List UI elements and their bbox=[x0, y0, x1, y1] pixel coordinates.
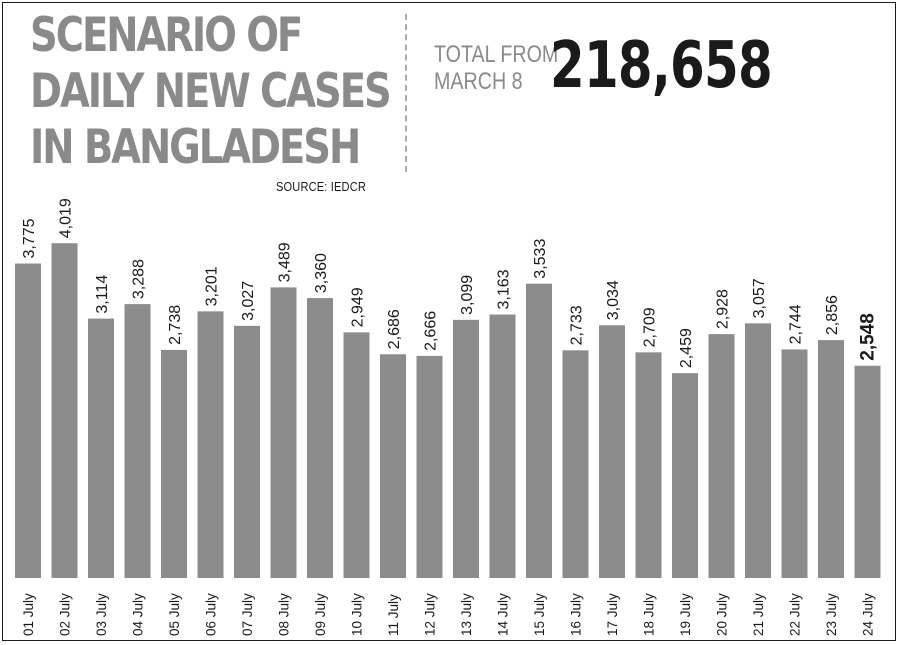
value-label: 3,114 bbox=[94, 275, 111, 314]
category-label: 06 July bbox=[204, 593, 219, 636]
total-cases-value: 218,658 bbox=[550, 29, 773, 103]
category-label: 16 July bbox=[569, 593, 584, 636]
value-label: 2,856 bbox=[824, 295, 841, 335]
bar-18-july bbox=[635, 352, 662, 578]
category-label: 17 July bbox=[605, 593, 620, 636]
value-label: 3,360 bbox=[313, 253, 330, 293]
value-label: 2,548 bbox=[858, 313, 879, 361]
bar-24-july bbox=[854, 365, 881, 578]
category-label: 21 July bbox=[751, 593, 766, 636]
category-label: 22 July bbox=[788, 593, 803, 636]
category-label: 20 July bbox=[715, 593, 730, 636]
value-label: 3,201 bbox=[204, 266, 221, 306]
bar-05-july bbox=[161, 349, 187, 578]
bar-12-july bbox=[416, 355, 443, 578]
category-label: 02 July bbox=[58, 593, 73, 636]
category-label: 04 July bbox=[131, 593, 146, 636]
category-label: 24 July bbox=[861, 593, 876, 636]
bar-11-july bbox=[380, 354, 406, 578]
category-label: 13 July bbox=[459, 593, 474, 636]
value-label: 3,489 bbox=[277, 242, 294, 282]
value-label: 4,019 bbox=[58, 198, 75, 238]
bar-16-july bbox=[562, 350, 589, 578]
total-label-line-2: MARCH 8 bbox=[434, 68, 523, 95]
bar-01-july bbox=[15, 263, 41, 578]
bar-02-july bbox=[51, 243, 78, 579]
value-label: 3,775 bbox=[21, 218, 38, 258]
category-label: 08 July bbox=[277, 593, 292, 636]
category-label: 07 July bbox=[240, 593, 255, 636]
category-label: 09 July bbox=[313, 593, 328, 636]
category-label: 01 July bbox=[21, 593, 36, 636]
title-line-2: DAILY NEW CASES bbox=[30, 64, 392, 119]
total-label: TOTAL FROM MARCH 8 bbox=[434, 41, 558, 95]
header-divider bbox=[405, 14, 407, 172]
bar-23-july bbox=[818, 340, 844, 578]
bar-20-july bbox=[708, 334, 735, 578]
bar-21-july bbox=[745, 323, 771, 578]
value-label: 3,027 bbox=[240, 281, 257, 321]
value-label: 3,533 bbox=[532, 239, 549, 279]
value-label: 2,733 bbox=[569, 305, 586, 345]
value-label: 3,034 bbox=[605, 280, 622, 320]
bar-10-july bbox=[343, 332, 370, 578]
source-note: SOURCE: IEDCR bbox=[276, 179, 367, 194]
bar-08-july bbox=[270, 287, 297, 578]
value-label: 2,744 bbox=[788, 304, 805, 344]
bar-09-july bbox=[307, 298, 333, 578]
value-label: 2,686 bbox=[386, 309, 403, 349]
category-label: 15 July bbox=[532, 593, 547, 636]
value-label: 3,288 bbox=[131, 259, 148, 299]
category-label: 05 July bbox=[167, 593, 182, 636]
bar-22-july bbox=[781, 349, 808, 578]
bar-14-july bbox=[489, 314, 516, 578]
total-label-line-1: TOTAL FROM bbox=[434, 41, 559, 68]
value-label: 3,163 bbox=[496, 269, 513, 309]
value-label: 2,666 bbox=[423, 311, 440, 351]
category-label: 11 July bbox=[386, 594, 401, 636]
bar-03-july bbox=[88, 318, 114, 578]
bar-13-july bbox=[453, 319, 479, 578]
category-label: 23 July bbox=[824, 593, 839, 636]
title-line-1: SCENARIO OF bbox=[30, 8, 303, 63]
bar-07-july bbox=[234, 325, 260, 578]
category-label: 10 July bbox=[350, 593, 365, 636]
bar-04-july bbox=[124, 304, 151, 578]
category-label: 19 July bbox=[678, 593, 693, 636]
value-label: 3,057 bbox=[751, 278, 768, 318]
category-label: 14 July bbox=[496, 593, 511, 636]
bar-06-july bbox=[197, 311, 224, 578]
value-label: 2,709 bbox=[642, 307, 659, 347]
title-line-3: IN BANGLADESH bbox=[30, 120, 361, 175]
value-label: 3,099 bbox=[459, 275, 476, 315]
category-label: 03 July bbox=[94, 593, 109, 636]
bar-17-july bbox=[599, 325, 625, 578]
bar-15-july bbox=[526, 283, 552, 578]
chart-title: SCENARIO OF DAILY NEW CASES IN BANGLADES… bbox=[30, 8, 392, 176]
value-label: 2,459 bbox=[678, 328, 695, 368]
value-label: 2,949 bbox=[350, 287, 367, 327]
value-label: 2,928 bbox=[715, 289, 732, 329]
category-label: 18 July bbox=[642, 593, 657, 636]
value-label: 2,738 bbox=[167, 305, 184, 345]
bar-19-july bbox=[672, 373, 698, 578]
category-label: 12 July bbox=[423, 593, 438, 636]
